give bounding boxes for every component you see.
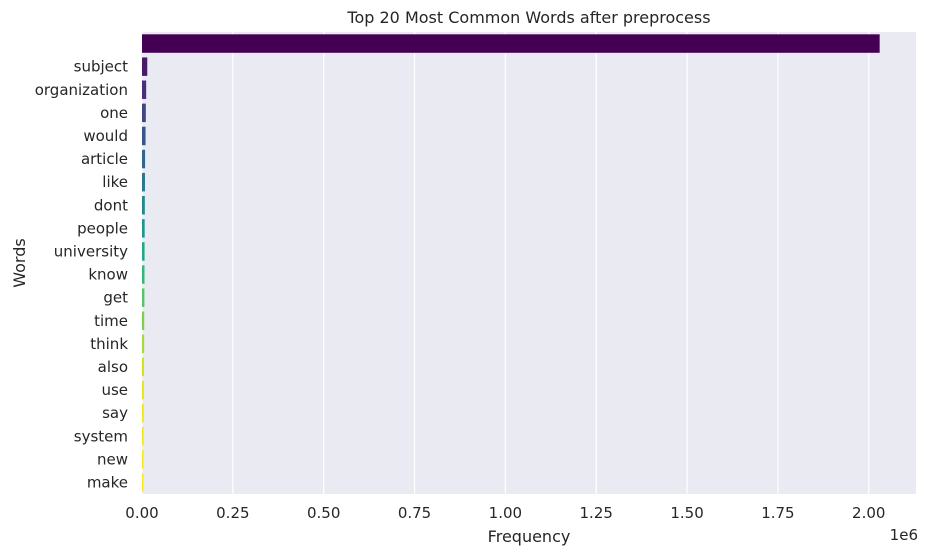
y-tick-label: one [100,104,128,122]
y-axis-label: Words [10,238,29,287]
y-tick-label: university [54,242,128,260]
bar [142,427,144,446]
bars [142,34,880,492]
y-tick-label: use [101,381,128,399]
x-tick-label: 2.00 [852,504,885,522]
chart-title: Top 20 Most Common Words after preproces… [346,8,710,27]
y-tick-label: dont [94,196,128,214]
bar [142,357,144,377]
y-tick-label: new [97,450,128,468]
x-tick-label: 0.50 [307,504,340,522]
y-tick-label: people [77,219,128,237]
y-tick-label: get [103,289,128,307]
y-tick-label: would [83,127,128,145]
bar [142,450,144,469]
bar [142,242,145,261]
y-tick-label: organization [35,81,128,99]
y-tick-labels: subject organization one would article like do… [35,58,129,492]
bar [142,380,144,400]
bar [142,265,145,284]
x-axis-label: Frequency [488,527,571,546]
y-tick-label: like [102,173,128,191]
bar [142,57,148,76]
bar [142,288,145,307]
bar [142,149,146,169]
y-tick-label: know [88,266,128,284]
x-offset-label: 1e6 [890,526,918,544]
bar [142,196,145,215]
bar [142,219,145,238]
x-tick-label: 0.25 [216,504,249,522]
bar [142,126,146,146]
x-tick-label: 1.25 [580,504,613,522]
y-tick-label: say [102,404,128,422]
x-tick-label: 0.00 [125,504,158,522]
y-tick-label: think [90,335,128,353]
y-tick-label: time [94,312,128,330]
y-tick-label: subject [74,58,128,76]
y-tick-label: system [74,427,128,445]
x-tick-label: 1.75 [761,504,794,522]
x-tick-label: 1.00 [489,504,522,522]
bar [142,172,145,192]
plot-background [142,32,916,494]
grid-lines [141,32,870,494]
y-tick-label: article [81,150,128,168]
x-tick-label: 0.75 [398,504,431,522]
bar [142,34,880,53]
bar [142,80,147,99]
bar [142,103,146,123]
x-tick-label: 1.50 [670,504,703,522]
bar [142,473,144,492]
y-tick-label: make [87,473,128,491]
y-tick-label: also [98,358,128,376]
bar [142,311,145,330]
x-tick-labels: 0.00 0.25 0.50 0.75 1.00 1.25 1.50 1.75 2.00 [125,504,885,522]
bar [142,334,145,354]
bar [142,403,144,423]
